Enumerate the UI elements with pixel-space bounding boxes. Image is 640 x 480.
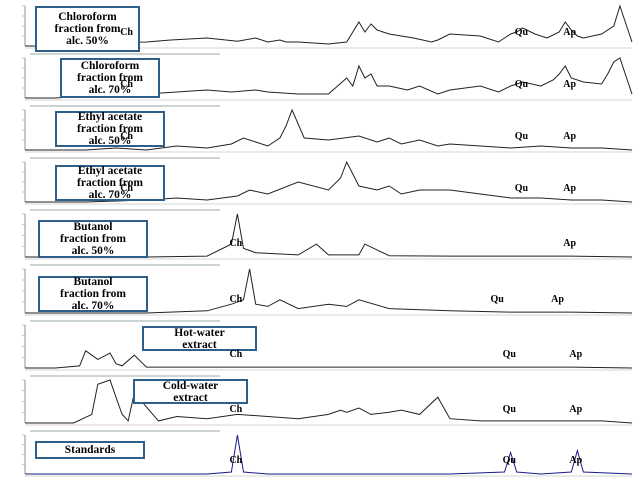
sample-label-line: Standards: [64, 444, 116, 456]
peak-label: Qu: [502, 455, 516, 466]
peak-label: Ap: [569, 349, 583, 360]
peak-label: Ap: [563, 79, 577, 90]
peak-label: Ap: [563, 27, 577, 38]
sample-label-line: alc. 70%: [71, 300, 115, 312]
sample-label-box: Standards: [35, 441, 145, 459]
peak-label: Ap: [563, 183, 577, 194]
chromatogram-plot: [22, 53, 633, 101]
chromatogram-panel: Ethyl acetate fraction from alc. 50% Ch Qu Ap: [0, 104, 640, 156]
sample-label-line: fraction from: [77, 72, 143, 84]
chromatogram-trace: [25, 379, 633, 424]
chromatogram-panel: Standards Ch Qu Ap: [0, 429, 640, 480]
chromatogram-panel: Chloroform fraction from alc. 70% Ch Qu Ap: [0, 52, 640, 104]
peak-label: Ch: [229, 238, 243, 249]
peak-label: Ap: [569, 404, 583, 415]
sample-label-line: alc. 70%: [88, 84, 132, 96]
sample-label-box: Cold-water extract: [133, 379, 248, 404]
peak-label: Ch: [120, 131, 133, 142]
sample-label-line: extract: [182, 338, 217, 351]
chromatogram-plot: [22, 320, 633, 371]
peak-label: Qu: [514, 79, 529, 90]
chromatogram-plot: [22, 264, 633, 316]
chromatogram-panel: Chloroform fraction from alc. 50% Ch Qu Ap: [0, 0, 640, 52]
sample-label-line: alc. 70%: [88, 189, 132, 201]
sample-label-line: Cold-water: [162, 379, 219, 392]
sample-label-line: fraction from: [77, 123, 143, 135]
sample-label-box: Butanol fraction from alc. 50%: [38, 220, 148, 258]
chromatogram-panel: Butanol fraction from alc. 70% Ch Qu Ap: [0, 263, 640, 319]
sample-label-box: Butanol fraction from alc. 70%: [38, 276, 148, 312]
sample-label-box: Ethyl acetate fraction from alc. 50%: [55, 111, 165, 147]
chromatogram-plot: [22, 209, 633, 260]
peak-label: Ap: [569, 455, 583, 466]
chromatogram-trace: [25, 213, 633, 258]
sample-label-line: fraction from: [77, 177, 143, 189]
sample-label-box: Hot-water extract: [142, 326, 257, 351]
chromatogram-trace: [25, 350, 633, 369]
peak-label: Ap: [551, 294, 564, 305]
chromatogram-panel: Hot-water extract Ch Qu Ap: [0, 319, 640, 374]
peak-label: Ch: [229, 349, 243, 360]
peak-label: Ch: [229, 455, 243, 466]
chromatogram-trace: [25, 4, 633, 47]
sample-label-box: Ethyl acetate fraction from alc. 70%: [55, 165, 165, 201]
peak-label: Qu: [514, 131, 529, 142]
sample-label-line: Butanol: [73, 276, 113, 288]
peak-label: Qu: [502, 404, 516, 415]
peak-label: Ap: [563, 131, 577, 142]
sample-label-line: Ethyl acetate: [77, 111, 143, 123]
chromatogram-trace: [25, 160, 633, 203]
chromatogram-plot: [22, 157, 633, 205]
sample-label-line: Hot-water: [174, 326, 225, 339]
peak-label: Ch: [120, 27, 133, 38]
chromatogram-panel: Ethyl acetate fraction from alc. 70% Ch Qu Ap: [0, 156, 640, 208]
sample-label-line: fraction from: [60, 233, 126, 245]
peak-label: Qu: [514, 27, 529, 38]
chromatogram-plot: [22, 105, 633, 153]
chromatogram-trace: [25, 268, 633, 314]
peak-label: Ch: [229, 404, 243, 415]
sample-label-line: alc. 50%: [88, 135, 132, 147]
chromatogram-plot: [22, 430, 633, 477]
sample-label-line: fraction from: [60, 288, 126, 300]
sample-label-line: Ethyl acetate: [77, 165, 143, 177]
sample-label-line: Chloroform: [58, 11, 117, 23]
sample-label-box: Chloroform fraction from alc. 50%: [35, 6, 140, 52]
chromatogram-panel: Cold-water extract Ch Qu Ap: [0, 374, 640, 429]
sample-label-line: extract: [173, 391, 208, 404]
peak-label: Ch: [120, 183, 133, 194]
sample-label-line: Chloroform: [80, 60, 140, 72]
sample-label-line: alc. 50%: [71, 245, 115, 257]
chromatogram-trace: [25, 434, 633, 475]
chromatogram-plot: [22, 375, 633, 426]
peak-label: Qu: [490, 294, 504, 305]
peak-label: Ch: [120, 79, 133, 90]
sample-label-line: fraction from: [54, 23, 121, 35]
sample-label-box: Chloroform fraction from alc. 70%: [60, 58, 160, 98]
sample-label-line: alc. 50%: [66, 35, 109, 47]
peak-label: Qu: [514, 183, 529, 194]
sample-label-line: Butanol: [73, 221, 113, 233]
chromatogram-trace: [25, 108, 633, 151]
peak-label: Ch: [229, 294, 243, 305]
peak-label: Ap: [563, 238, 577, 249]
chromatogram-trace: [25, 57, 633, 99]
peak-label: Qu: [502, 349, 516, 360]
chromatogram-panel: Butanol fraction from alc. 50% Ch Ap: [0, 208, 640, 263]
